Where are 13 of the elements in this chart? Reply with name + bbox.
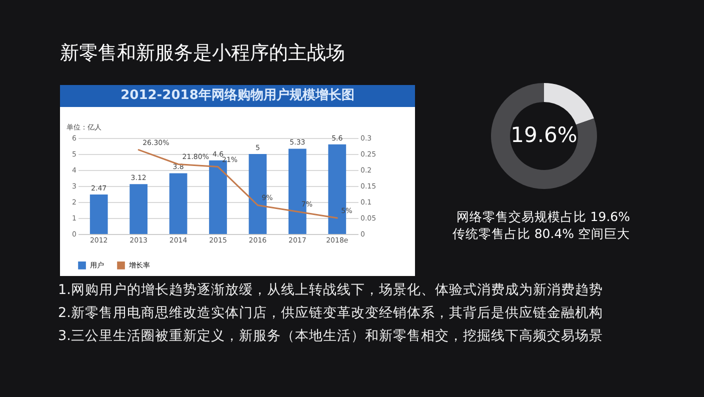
text: 2.新零售用电商思维改造实体门店，供应链变革改变经销体系，其背后是供应链金融机构 — [58, 304, 603, 323]
text: 新零售和新服务是小程序的主战场 — [60, 41, 345, 66]
text: 3.三公里生活圈被重新定义，新服务（本地生活）和新零售相交，挖掘线下高频交易场景 — [58, 327, 603, 346]
bar — [130, 184, 148, 234]
donut-slice — [544, 83, 594, 125]
donut-slice — [491, 83, 597, 189]
text: 1.网购用户的增长趋势逐渐放缓，从线上转战线下，场景化、体验式消费成为新消费趋势 — [58, 281, 603, 300]
chart-title: 2012-2018年网络购物用户规模增长图 — [60, 85, 415, 107]
bar — [90, 194, 108, 234]
bar — [169, 173, 188, 234]
text: 传统零售占比 80.4% 空间巨大 — [451, 225, 630, 242]
text: 19.6% — [510, 123, 578, 147]
text: 网络零售交易规模占比 19.6% — [455, 208, 630, 225]
